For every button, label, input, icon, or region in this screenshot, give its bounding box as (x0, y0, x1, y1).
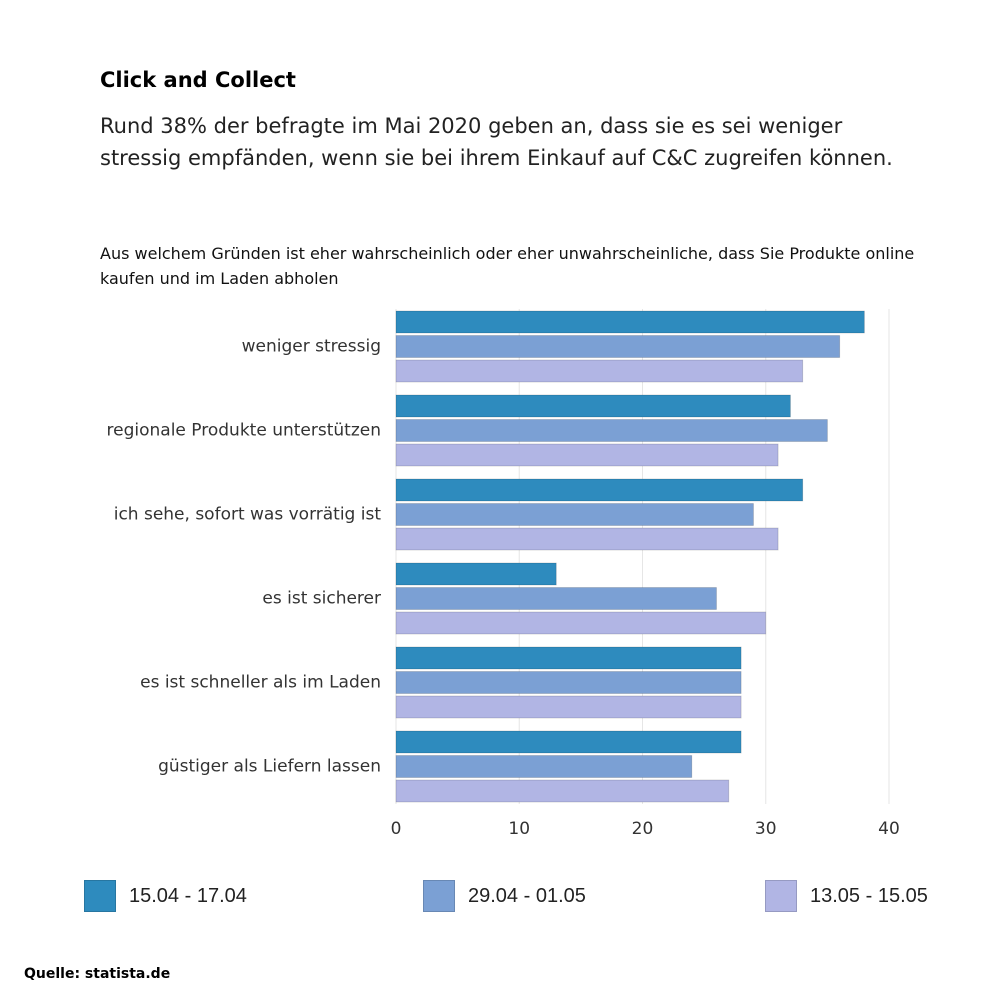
category-label: es ist schneller als im Laden (140, 673, 381, 693)
category-label: weniger stressig (242, 337, 381, 357)
bar-2-5 (395, 671, 742, 694)
bar-2-6 (395, 755, 693, 778)
x-tick-label: 10 (508, 819, 530, 839)
bar-3-5 (395, 695, 742, 719)
bars (395, 310, 865, 803)
legend-swatch (84, 880, 116, 912)
bar-3-6 (395, 779, 730, 803)
legend-item-series-2: 29.04 - 01.05 (423, 880, 586, 912)
x-tick-label: 30 (755, 819, 777, 839)
x-axis-tick-labels: 0 10 20 30 40 (391, 819, 900, 839)
legend-swatch (423, 880, 455, 912)
bar-3-1 (395, 359, 804, 383)
lead-text: Rund 38% der befragte im Mai 2020 geben … (100, 114, 893, 170)
bar-1-6 (395, 730, 742, 754)
x-tick-label: 0 (391, 819, 402, 839)
page-title: Click and Collect (100, 68, 296, 92)
x-tick-label: 20 (632, 819, 654, 839)
bar-2-2 (395, 419, 828, 442)
bar-1-5 (395, 646, 742, 670)
bar-3-3 (395, 527, 779, 551)
legend-item-series-3: 13.05 - 15.05 (765, 880, 928, 912)
grid-lines (395, 309, 890, 804)
chart-title: Aus welchem Gründen ist eher wahrscheinl… (100, 244, 915, 288)
category-label: regionale Produkte unterstützen (107, 421, 381, 441)
source-note: Quelle: statista.de (24, 966, 171, 982)
legend-label: 13.05 - 15.05 (810, 884, 928, 907)
bar-3-4 (395, 611, 767, 635)
bar-1-3 (395, 478, 804, 502)
legend-swatch (765, 880, 797, 912)
bar-1-2 (395, 394, 791, 418)
bar-1-4 (395, 562, 557, 586)
legend-item-series-1: 15.04 - 17.04 (84, 880, 247, 912)
category-labels: weniger stressig regionale Produkte unter… (107, 337, 382, 777)
category-label: es ist sicherer (262, 589, 381, 609)
category-label: güstiger als Liefern lassen (158, 757, 381, 777)
bar-1-1 (395, 310, 865, 334)
bar-3-2 (395, 443, 779, 467)
bar-2-1 (395, 335, 841, 358)
x-tick-label: 40 (878, 819, 900, 839)
legend-label: 29.04 - 01.05 (468, 884, 586, 907)
category-label: ich sehe, sofort was vorrätig ist (114, 505, 382, 525)
bar-2-3 (395, 503, 754, 526)
bar-2-4 (395, 587, 717, 610)
legend-label: 15.04 - 17.04 (129, 884, 247, 907)
